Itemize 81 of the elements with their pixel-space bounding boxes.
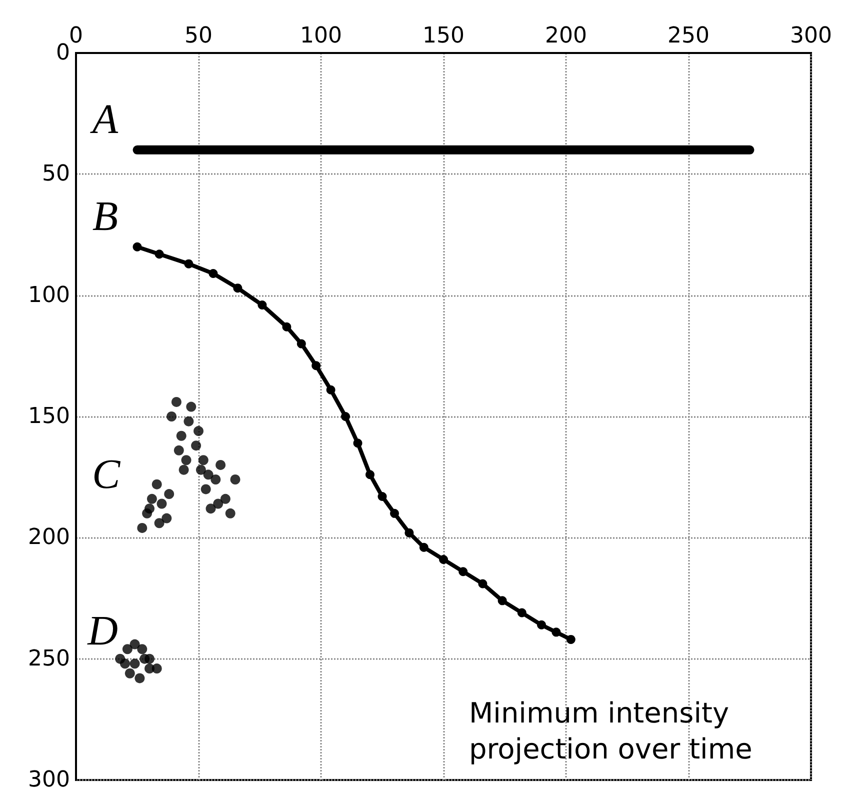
y-tick-label: 200 bbox=[28, 525, 70, 550]
point bbox=[517, 608, 526, 618]
point bbox=[191, 440, 202, 451]
point bbox=[233, 284, 242, 293]
point bbox=[144, 504, 154, 514]
point bbox=[498, 596, 507, 606]
x-tick-label: 100 bbox=[300, 24, 342, 48]
x-tick-label: 150 bbox=[422, 24, 464, 48]
point bbox=[210, 474, 221, 485]
point bbox=[194, 426, 204, 436]
point bbox=[258, 300, 267, 310]
point bbox=[184, 416, 194, 426]
y-tick-label: 100 bbox=[28, 282, 70, 308]
point bbox=[130, 658, 140, 669]
point bbox=[144, 664, 154, 674]
point bbox=[146, 494, 157, 504]
point bbox=[378, 492, 387, 501]
point bbox=[439, 554, 448, 564]
point bbox=[208, 269, 218, 278]
y-tick-label: 0 bbox=[56, 40, 70, 66]
y-tick-label: 250 bbox=[28, 646, 70, 672]
point bbox=[296, 339, 306, 348]
point bbox=[171, 396, 182, 407]
y-tick-label: 50 bbox=[42, 162, 70, 187]
point bbox=[353, 438, 362, 448]
point bbox=[124, 668, 135, 678]
point bbox=[537, 620, 546, 630]
point bbox=[181, 455, 192, 466]
point bbox=[230, 474, 240, 485]
point bbox=[326, 385, 336, 394]
point bbox=[312, 361, 321, 370]
point bbox=[206, 504, 216, 514]
point bbox=[134, 673, 145, 684]
point bbox=[198, 455, 208, 466]
point bbox=[390, 508, 399, 518]
point bbox=[156, 498, 167, 509]
point bbox=[341, 412, 350, 421]
point bbox=[162, 513, 172, 524]
point bbox=[216, 460, 226, 470]
x-tick-label: 50 bbox=[184, 24, 212, 48]
y-tick-label: 300 bbox=[28, 768, 70, 792]
annotation: Minimum intensity projection over time bbox=[469, 696, 752, 766]
point bbox=[120, 658, 130, 669]
point bbox=[419, 542, 428, 552]
x-tick-label: 300 bbox=[790, 24, 832, 48]
point bbox=[130, 639, 140, 650]
point bbox=[478, 579, 488, 588]
point bbox=[196, 464, 206, 475]
point bbox=[178, 464, 189, 475]
point bbox=[137, 522, 148, 533]
point bbox=[566, 634, 576, 644]
point bbox=[152, 479, 162, 490]
series-label: A bbox=[89, 96, 118, 143]
point bbox=[140, 654, 150, 664]
point bbox=[154, 518, 164, 528]
point bbox=[366, 470, 374, 480]
point bbox=[225, 508, 236, 518]
point bbox=[404, 528, 414, 538]
y-tick-label: 150 bbox=[28, 404, 70, 429]
point bbox=[164, 489, 174, 500]
point bbox=[186, 402, 196, 412]
point bbox=[166, 412, 177, 422]
point bbox=[282, 322, 292, 332]
point bbox=[122, 644, 132, 654]
point bbox=[174, 445, 184, 456]
x-tick-label: 200 bbox=[545, 24, 588, 48]
point bbox=[203, 470, 214, 480]
point bbox=[552, 628, 561, 637]
point bbox=[184, 259, 194, 268]
series-label: B bbox=[92, 194, 118, 240]
point bbox=[220, 494, 230, 504]
series-label: C bbox=[92, 452, 122, 498]
point bbox=[137, 644, 148, 654]
x-tick-label: 250 bbox=[668, 24, 710, 48]
point bbox=[154, 250, 164, 259]
point bbox=[458, 567, 468, 576]
point bbox=[213, 498, 224, 509]
point bbox=[132, 242, 142, 252]
point bbox=[200, 484, 211, 494]
series-label: D bbox=[86, 608, 118, 654]
point bbox=[176, 430, 186, 441]
